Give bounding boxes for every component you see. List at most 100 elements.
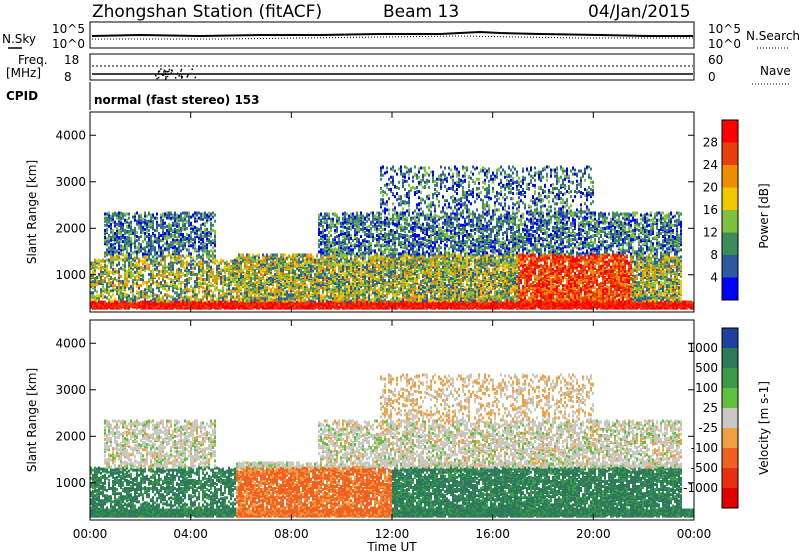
- data-cell: [364, 242, 366, 246]
- data-cell: [174, 272, 176, 276]
- data-cell: [328, 236, 330, 240]
- data-cell: [332, 256, 334, 260]
- data-cell: [302, 272, 304, 276]
- data-cell: [122, 224, 124, 228]
- data-cell: [152, 255, 154, 259]
- data-cell: [334, 241, 336, 245]
- data-cell: [218, 270, 220, 274]
- data-cell: [144, 260, 146, 264]
- data-cell: [308, 259, 310, 263]
- data-cell: [230, 289, 232, 293]
- data-cell: [320, 218, 322, 222]
- data-cell: [306, 260, 308, 264]
- data-cell: [142, 220, 144, 224]
- data-cell: [304, 285, 306, 289]
- data-cell: [346, 274, 348, 278]
- nave-dot: [160, 73, 163, 75]
- data-cell: [346, 272, 348, 276]
- data-cell: [136, 230, 138, 234]
- data-cell: [296, 261, 298, 265]
- data-cell: [116, 289, 118, 293]
- data-cell: [100, 288, 102, 292]
- data-cell: [166, 282, 168, 286]
- data-cell: [148, 211, 150, 215]
- data-cell: [116, 292, 118, 296]
- data-cell: [242, 274, 244, 278]
- data-cell: [254, 287, 256, 291]
- data-cell: [152, 263, 154, 267]
- data-cell: [324, 212, 326, 216]
- data-cell: [340, 283, 342, 287]
- data-cell: [276, 290, 278, 294]
- data-cell: [230, 297, 232, 301]
- data-cell: [108, 224, 110, 228]
- data-cell: [110, 284, 112, 288]
- data-cell: [360, 298, 362, 302]
- data-cell: [222, 298, 224, 302]
- nave-dot: [165, 76, 167, 78]
- nave-dot: [163, 71, 165, 73]
- data-cell: [150, 217, 152, 221]
- data-cell: [232, 300, 234, 304]
- data-cell: [180, 259, 182, 263]
- data-cell: [120, 223, 122, 227]
- data-cell: [240, 297, 242, 301]
- data-cell: [268, 277, 270, 280]
- data-cell: [136, 304, 138, 308]
- data-cell: [170, 272, 172, 276]
- data-cell: [150, 286, 152, 290]
- data-cell: [110, 236, 112, 240]
- data-cell: [200, 238, 202, 242]
- data-cell: [248, 273, 250, 277]
- data-cell: [156, 225, 158, 229]
- data-cell: [122, 248, 124, 252]
- data-cell: [136, 285, 138, 289]
- data-cell: [346, 291, 348, 295]
- data-cell: [230, 272, 232, 276]
- data-cell: [102, 289, 104, 293]
- data-cell: [272, 266, 274, 270]
- data-cell: [352, 289, 354, 293]
- data-cell: [98, 262, 100, 266]
- data-cell: [184, 222, 186, 226]
- data-cell: [234, 289, 236, 293]
- data-cell: [166, 215, 168, 219]
- data-cell: [180, 226, 182, 230]
- data-cell: [316, 294, 318, 298]
- data-cell: [140, 278, 142, 282]
- data-cell: [282, 293, 284, 297]
- data-cell: [300, 291, 302, 295]
- data-cell: [336, 272, 338, 276]
- data-cell: [290, 279, 292, 283]
- data-cell: [210, 240, 212, 244]
- data-cell: [140, 221, 142, 225]
- data-cell: [178, 282, 180, 286]
- data-cell: [270, 300, 272, 304]
- data-cell: [112, 267, 114, 271]
- data-cell: [206, 272, 208, 276]
- data-cell: [196, 296, 198, 300]
- data-cell: [340, 269, 342, 273]
- data-cell: [272, 257, 274, 261]
- data-cell: [352, 224, 354, 228]
- data-cell: [350, 285, 352, 289]
- data-cell: [270, 256, 272, 260]
- data-cell: [122, 294, 124, 298]
- data-cell: [280, 266, 282, 270]
- data-cell: [168, 236, 170, 240]
- data-cell: [194, 217, 196, 221]
- data-cell: [144, 220, 146, 224]
- data-cell: [344, 252, 346, 256]
- data-cell: [334, 291, 336, 295]
- data-cell: [204, 287, 206, 291]
- data-cell: [192, 242, 194, 246]
- data-cell: [224, 266, 226, 270]
- data-cell: [224, 292, 226, 296]
- data-cell: [170, 223, 172, 227]
- data-cell: [326, 262, 328, 266]
- data-cell: [308, 263, 310, 267]
- data-cell: [156, 272, 158, 276]
- data-cell: [254, 297, 256, 301]
- data-cell: [338, 287, 340, 291]
- data-cell: [322, 263, 324, 267]
